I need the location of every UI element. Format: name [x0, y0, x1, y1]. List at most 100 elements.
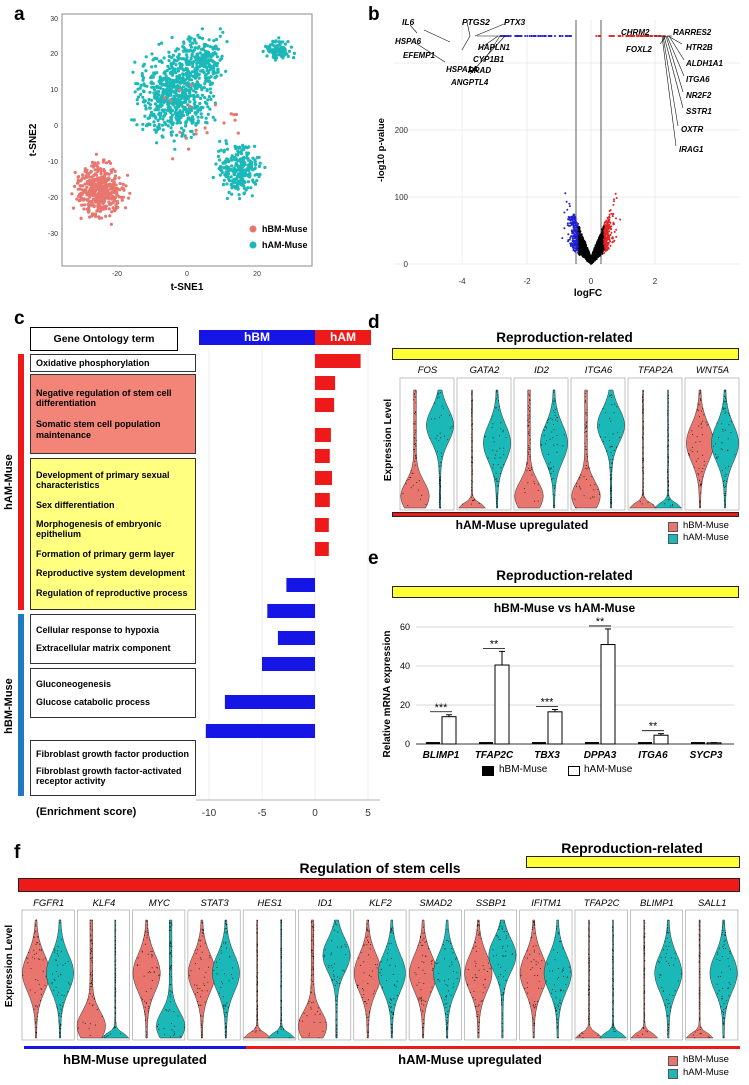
violin-dot	[439, 432, 441, 434]
tsne-point	[253, 144, 257, 148]
tsne-point	[98, 200, 102, 205]
violin-dot	[496, 391, 498, 393]
violin-dot	[552, 478, 554, 480]
tsne-point	[166, 103, 171, 107]
violin-dot	[529, 400, 531, 401]
tsne-point	[82, 207, 86, 211]
violin-dot	[612, 458, 614, 460]
tsne-point	[225, 167, 229, 171]
violin-dot	[642, 446, 644, 448]
violin-dot	[414, 429, 416, 431]
tsne-point	[177, 118, 181, 122]
violin-dot	[449, 414, 450, 416]
tsne-point	[94, 214, 98, 218]
tsne-point	[244, 173, 248, 177]
volcano-point	[569, 35, 572, 37]
tsne-point	[104, 214, 108, 218]
tsne-point	[149, 113, 153, 117]
volcano-point	[592, 251, 595, 254]
volcano-point	[566, 222, 569, 225]
tsne-point	[184, 66, 188, 70]
tsne-point	[163, 96, 167, 100]
tsne-point	[189, 83, 193, 87]
violin-dot	[415, 445, 417, 447]
violin-dot	[585, 426, 587, 428]
violin-dot	[440, 480, 442, 482]
tsne-point	[89, 186, 93, 190]
violin-dot	[492, 467, 494, 469]
tsne-point	[171, 53, 175, 58]
violin-dot	[585, 422, 587, 424]
violin-dot	[584, 442, 586, 444]
tsne-point	[239, 150, 243, 154]
tsne-point	[165, 69, 169, 73]
violin-dot	[610, 452, 612, 453]
violin-dot	[547, 422, 549, 424]
violin-dot	[435, 437, 437, 439]
tsne-point	[101, 189, 105, 193]
volcano-point	[643, 35, 646, 37]
tsne-point	[155, 104, 159, 108]
tsne-point	[190, 115, 195, 119]
violin-dot	[471, 456, 473, 458]
violin-dot	[409, 476, 411, 478]
tsne-point	[110, 190, 114, 194]
tsne-point	[88, 215, 92, 219]
tsne-point	[246, 186, 250, 190]
tsne-point	[106, 178, 111, 182]
tsne-point	[194, 112, 198, 116]
violin-dot	[471, 480, 473, 482]
volcano-xtick: -4	[458, 277, 466, 286]
violin-dot	[447, 438, 448, 440]
tsne-point	[114, 203, 118, 207]
tsne-point	[161, 117, 165, 121]
violin-dot	[439, 507, 441, 509]
volcano-point	[509, 35, 512, 37]
volcano-point	[573, 239, 576, 242]
tsne-point	[225, 182, 229, 186]
violin-dot	[472, 494, 473, 496]
volcano-point	[577, 226, 580, 229]
tsne-point	[123, 206, 128, 210]
tsne-point	[243, 168, 247, 172]
violin-dot	[441, 456, 443, 458]
volcano-point	[605, 232, 608, 235]
violin-dot	[574, 498, 576, 500]
violin-dot	[611, 394, 613, 396]
violin-dot	[593, 489, 595, 491]
gene-label: ITGA6	[585, 365, 613, 376]
violin-dot	[609, 459, 611, 461]
volcano-point	[605, 228, 608, 231]
volcano-point	[619, 218, 622, 221]
violin-dot	[430, 418, 432, 420]
violin-dot	[491, 427, 493, 429]
volcano-point	[567, 233, 570, 236]
go-xtick: -10	[202, 808, 217, 819]
tsne-point	[148, 90, 152, 94]
gene-label-rarres2: RARRES2	[673, 28, 712, 37]
violin-dot	[497, 394, 499, 396]
tsne-point	[183, 97, 187, 102]
tsne-point	[194, 123, 198, 127]
violin-dot	[410, 470, 412, 472]
violin-dot	[439, 498, 441, 499]
volcano-point	[640, 35, 643, 37]
volcano-point	[572, 248, 575, 250]
violin-dot	[611, 476, 613, 478]
tsne-point	[152, 123, 157, 128]
violin-dot	[584, 396, 586, 398]
violin-dot	[415, 430, 417, 432]
volcano-point	[541, 35, 544, 37]
volcano-point	[581, 249, 584, 252]
tsne-point	[102, 192, 106, 196]
tsne-point	[208, 87, 212, 91]
volcano-point	[574, 229, 576, 232]
violin-dot	[598, 493, 600, 495]
violin-dot	[503, 447, 505, 449]
tsne-point	[194, 41, 198, 45]
violin-dot	[405, 483, 407, 485]
volcano-point	[566, 224, 569, 227]
violin-dot	[556, 451, 558, 453]
volcano-point	[574, 231, 577, 234]
violin-dot	[451, 426, 453, 428]
